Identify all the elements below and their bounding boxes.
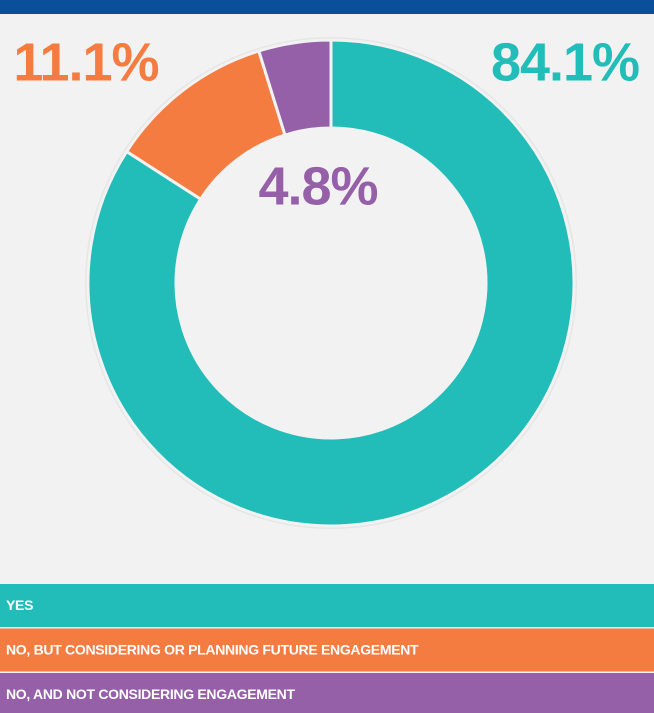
header-bar: [0, 0, 654, 14]
legend-label: YES: [6, 597, 33, 613]
value-label: 84.1%: [491, 32, 639, 92]
value-label: 11.1%: [13, 32, 158, 92]
donut-outline: [85, 37, 577, 529]
legend-label: NO, AND NOT CONSIDERING ENGAGEMENT: [6, 686, 295, 702]
legend-swatch: [0, 628, 654, 672]
legend-swatch: [0, 673, 654, 713]
legend-label: NO, BUT CONSIDERING OR PLANNING FUTURE E…: [6, 642, 419, 658]
value-label: 4.8%: [258, 156, 377, 216]
donut-segment: [86, 38, 576, 528]
donut-segment: [256, 38, 333, 137]
legend-swatch: [0, 584, 654, 627]
